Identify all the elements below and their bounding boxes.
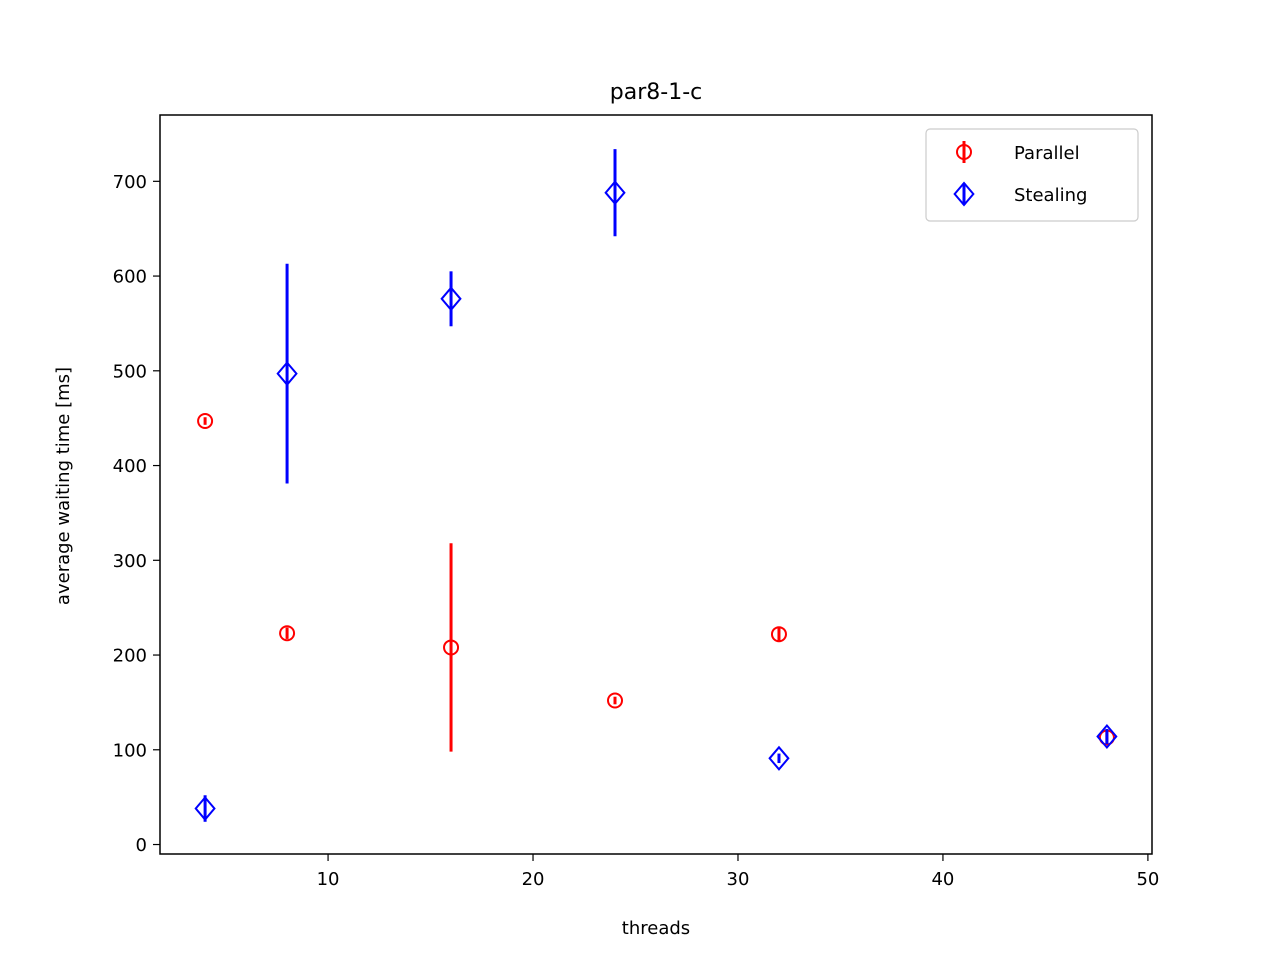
y-tick-label: 300 bbox=[113, 551, 147, 572]
point-marker bbox=[956, 144, 972, 160]
point-marker bbox=[197, 413, 214, 430]
x-tick-label: 40 bbox=[931, 869, 954, 890]
x-tick-label: 30 bbox=[727, 869, 750, 890]
y-axis-ticks: 0 100 200 300 400 500 600 700 bbox=[113, 172, 160, 856]
series-stealing bbox=[194, 149, 1118, 822]
x-tick-label: 10 bbox=[317, 869, 340, 890]
data-marks bbox=[194, 149, 1118, 822]
y-tick-label: 700 bbox=[113, 172, 147, 193]
legend: Parallel Stealing bbox=[925, 128, 1139, 222]
y-tick-label: 400 bbox=[113, 456, 147, 477]
y-tick-label: 600 bbox=[113, 267, 147, 288]
point-marker bbox=[1096, 723, 1118, 750]
point-marker bbox=[194, 795, 216, 822]
legend-label: Stealing bbox=[1014, 185, 1087, 206]
legend-item-parallel: Parallel bbox=[956, 141, 1080, 164]
y-tick-label: 500 bbox=[113, 361, 147, 382]
legend-box bbox=[925, 128, 1139, 222]
point-marker bbox=[953, 181, 975, 207]
plot-area bbox=[160, 115, 1152, 854]
point-marker bbox=[443, 639, 460, 656]
plot-frame bbox=[159, 114, 1153, 855]
point-marker bbox=[604, 180, 626, 206]
x-axis-ticks: 10 20 30 40 50 bbox=[317, 854, 1159, 890]
point-marker bbox=[768, 745, 790, 771]
y-tick-label: 200 bbox=[113, 646, 147, 667]
legend-label: Parallel bbox=[1014, 143, 1080, 164]
point-marker bbox=[279, 625, 296, 642]
point-marker bbox=[607, 692, 624, 709]
y-tick-label: 0 bbox=[136, 835, 147, 856]
point-marker bbox=[276, 361, 298, 387]
x-tick-label: 20 bbox=[522, 869, 545, 890]
point-marker bbox=[440, 286, 462, 312]
x-tick-label: 50 bbox=[1136, 869, 1159, 890]
point-marker bbox=[770, 626, 787, 643]
x-axis-label: threads bbox=[622, 918, 690, 939]
y-axis-label: average waiting time [ms] bbox=[53, 367, 74, 605]
legend-item-stealing: Stealing bbox=[953, 181, 1087, 207]
y-tick-label: 100 bbox=[113, 740, 147, 761]
chart-title: par8-1-c bbox=[610, 80, 702, 105]
